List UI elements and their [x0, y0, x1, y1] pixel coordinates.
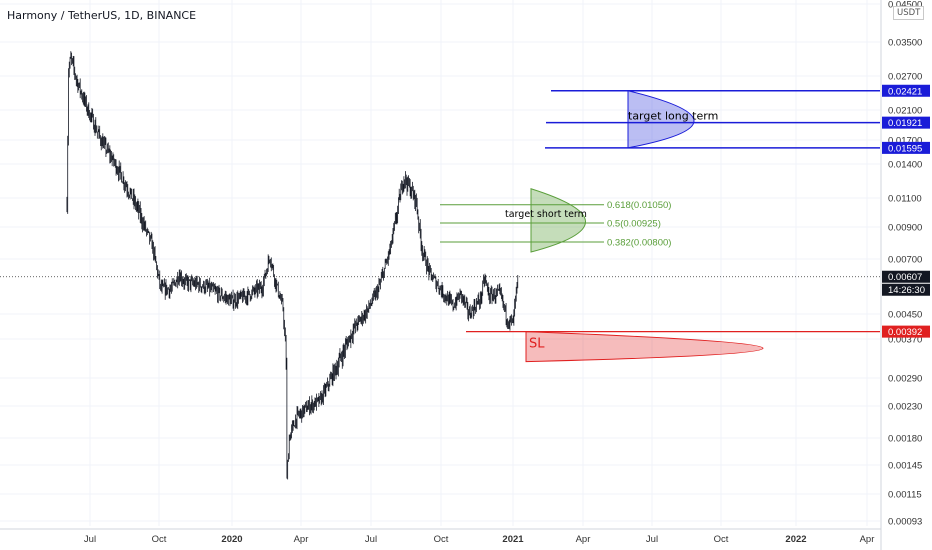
fib-level-label: 0.382(0.00800) [607, 237, 671, 248]
x-tick-label: Apr [576, 534, 591, 545]
last-price-label: 0.00607 [888, 272, 922, 283]
x-tick-label: Oct [152, 534, 167, 545]
stop-loss-shape [525, 331, 764, 363]
x-tick-label: Jul [365, 534, 377, 545]
stop-loss: 0.00392 SL [466, 325, 930, 363]
x-tick-label: 2022 [785, 534, 806, 545]
y-tick-label: 0.00115 [888, 490, 922, 501]
long-term-target-label: target long term [628, 110, 718, 123]
long-term-price-badge [882, 116, 930, 129]
long-term-price-badge [882, 84, 930, 97]
last-price: 0.00607 14:26:30 [882, 270, 930, 296]
short-term-target: 0.618(0.01050) 0.5(0.00925) 0.382(0.00800)… [440, 188, 671, 253]
long-term-price-label: 0.02421 [888, 86, 922, 97]
x-tick-label: Apr [294, 534, 309, 545]
candles [66, 51, 519, 480]
long-term-price-badge [882, 141, 930, 154]
long-term-price-label: 0.01921 [888, 118, 922, 129]
y-tick-label: 0.00450 [888, 310, 922, 321]
y-tick-label: 0.02100 [888, 106, 922, 117]
y-tick-label: 0.00700 [888, 255, 922, 266]
y-tick-label: 0.00093 [888, 517, 922, 528]
countdown-label: 14:26:30 [888, 285, 925, 296]
y-tick-label: 0.01100 [888, 194, 922, 205]
chart-title: Harmony / TetherUS, 1D, BINANCE [7, 9, 197, 22]
grid [0, 0, 880, 526]
countdown-badge [882, 283, 930, 296]
stop-loss-price-label: 0.00392 [888, 327, 922, 338]
y-tick-label: 0.00900 [888, 223, 922, 234]
x-tick-label: Oct [434, 534, 449, 545]
y-tick-label: 0.00370 [888, 335, 922, 346]
long-term-target: 0.02421 0.01921 0.01595 target long term [545, 84, 930, 154]
y-tick-label: 0.01700 [888, 136, 922, 147]
time-axis[interactable]: Jul Oct 2020 Apr Jul Oct 2021 Apr Jul Oct 2022 Apr [84, 534, 874, 545]
fib-level-label: 0.5(0.00925) [607, 219, 661, 230]
x-tick-label: 2021 [502, 534, 524, 545]
x-tick-label: 2020 [221, 534, 242, 545]
x-tick-label: Jul [84, 534, 96, 545]
long-term-price-label: 0.01595 [888, 143, 922, 154]
stop-loss-label: SL [529, 337, 545, 352]
y-tick-label: 0.00230 [888, 402, 922, 413]
y-tick-label: 0.00180 [888, 434, 922, 445]
fib-level-label: 0.618(0.01050) [607, 200, 671, 211]
y-tick-label: 0.01400 [888, 160, 922, 171]
short-term-target-label: target short term [505, 209, 587, 220]
x-tick-label: Oct [714, 534, 729, 545]
stop-loss-price-badge [882, 325, 930, 338]
y-tick-label: 0.00290 [888, 374, 922, 385]
y-tick-label: 0.03500 [888, 38, 922, 49]
currency-badge[interactable]: USDT [893, 6, 925, 20]
y-tick-label: 0.02700 [888, 72, 922, 83]
x-tick-label: Jul [646, 534, 658, 545]
last-price-badge [882, 270, 930, 283]
x-tick-label: Apr [860, 534, 875, 545]
y-tick-label: 0.00145 [888, 461, 922, 472]
